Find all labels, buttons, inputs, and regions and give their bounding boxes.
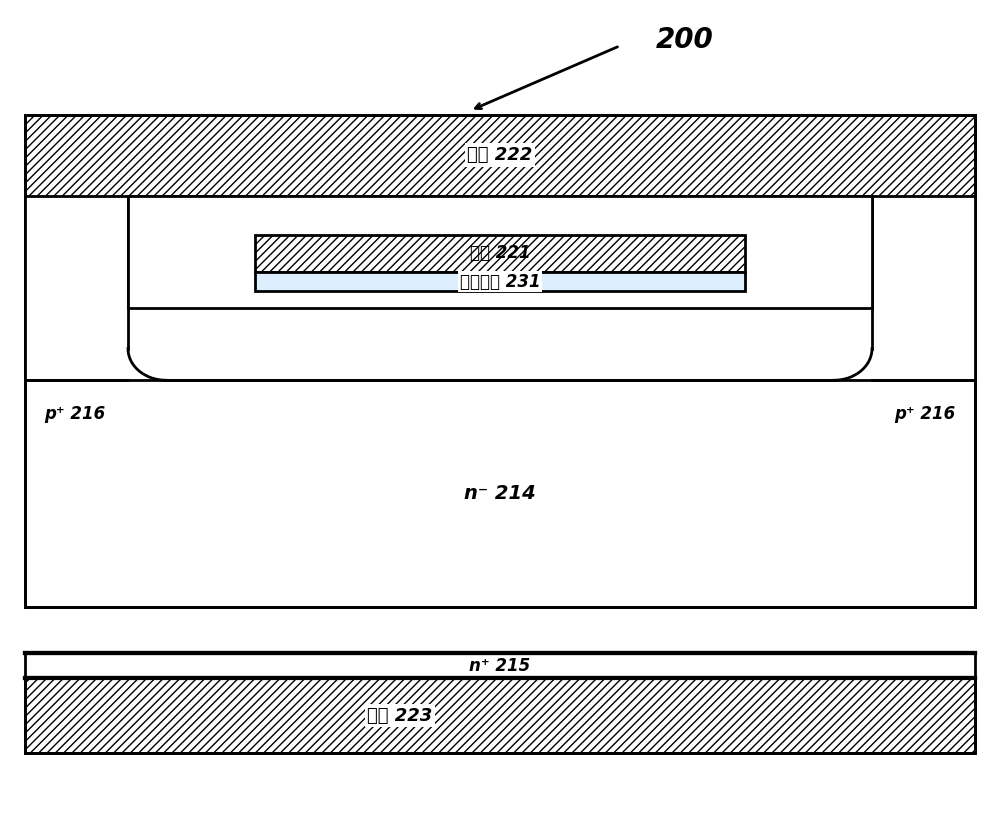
Text: p⁺ 216: p⁺ 216 (894, 404, 956, 423)
Bar (25, 196, 975, 607)
Text: 栊极 221: 栊极 221 (470, 245, 530, 262)
Bar (25, 653, 975, 678)
Bar (25, 115, 975, 196)
Text: n⁻ 214: n⁻ 214 (464, 484, 536, 503)
Bar (255, 235, 745, 272)
Bar (128, 196, 872, 308)
Text: 漏极 223: 漏极 223 (367, 706, 433, 725)
Text: 栊电介质 231: 栊电介质 231 (460, 273, 540, 290)
Text: n⁺ 215: n⁺ 215 (469, 656, 531, 675)
Bar (255, 272, 745, 291)
Bar (25, 678, 975, 753)
Text: p⁺ 216: p⁺ 216 (44, 404, 106, 423)
Text: 源极 222: 源极 222 (467, 146, 533, 164)
Text: 200: 200 (656, 26, 714, 54)
Bar (872, 196, 975, 380)
Bar (25, 196, 128, 380)
